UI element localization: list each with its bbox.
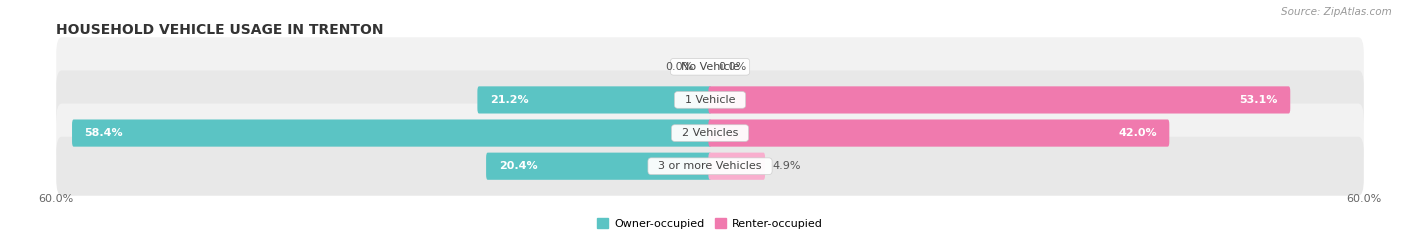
Text: 42.0%: 42.0% — [1118, 128, 1157, 138]
FancyBboxPatch shape — [709, 120, 1170, 147]
Text: 1 Vehicle: 1 Vehicle — [678, 95, 742, 105]
Text: 21.2%: 21.2% — [489, 95, 529, 105]
FancyBboxPatch shape — [56, 70, 1364, 129]
Text: No Vehicle: No Vehicle — [673, 62, 747, 72]
FancyBboxPatch shape — [486, 153, 711, 180]
Text: 4.9%: 4.9% — [772, 161, 800, 171]
FancyBboxPatch shape — [709, 153, 765, 180]
FancyBboxPatch shape — [72, 120, 711, 147]
Text: 20.4%: 20.4% — [499, 161, 537, 171]
FancyBboxPatch shape — [56, 137, 1364, 196]
Text: 3 or more Vehicles: 3 or more Vehicles — [651, 161, 769, 171]
Text: 2 Vehicles: 2 Vehicles — [675, 128, 745, 138]
Text: 0.0%: 0.0% — [718, 62, 747, 72]
FancyBboxPatch shape — [56, 104, 1364, 163]
Text: HOUSEHOLD VEHICLE USAGE IN TRENTON: HOUSEHOLD VEHICLE USAGE IN TRENTON — [56, 23, 384, 37]
FancyBboxPatch shape — [478, 86, 711, 113]
FancyBboxPatch shape — [709, 86, 1291, 113]
Text: 0.0%: 0.0% — [665, 62, 693, 72]
Text: 53.1%: 53.1% — [1239, 95, 1278, 105]
Text: 58.4%: 58.4% — [84, 128, 124, 138]
Legend: Owner-occupied, Renter-occupied: Owner-occupied, Renter-occupied — [593, 214, 827, 233]
Text: Source: ZipAtlas.com: Source: ZipAtlas.com — [1281, 7, 1392, 17]
FancyBboxPatch shape — [56, 37, 1364, 96]
